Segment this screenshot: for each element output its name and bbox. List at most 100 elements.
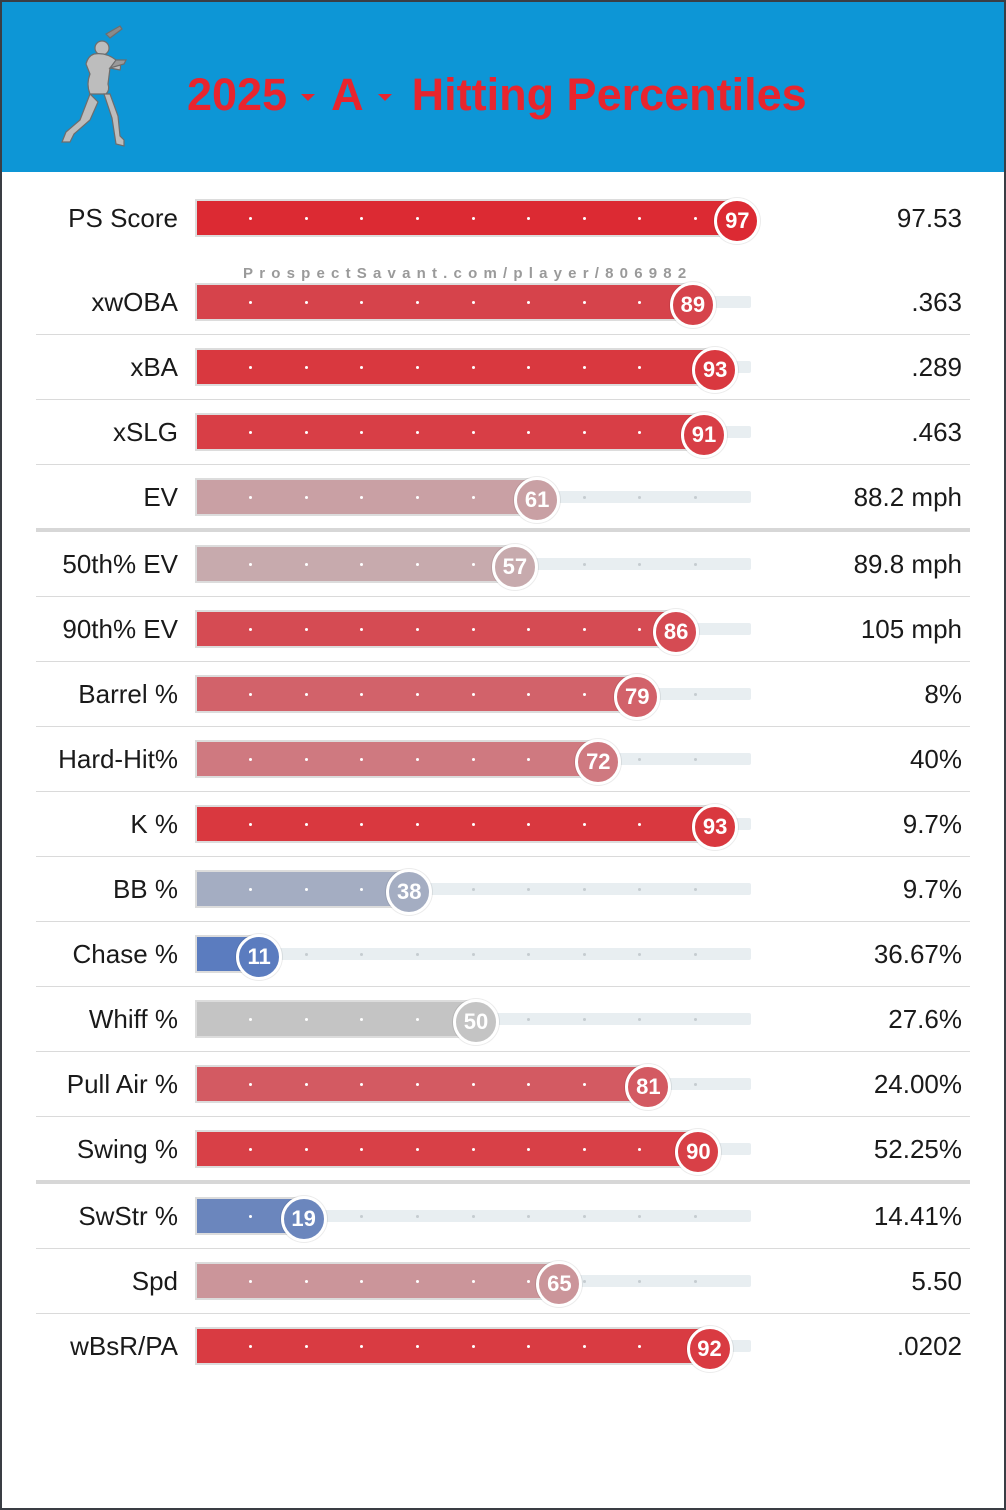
percentile-badge: 79 bbox=[614, 674, 661, 720]
tick-dot bbox=[304, 953, 308, 956]
percentile-row: Barrel % 79 8% bbox=[2, 662, 1004, 727]
title-text: Hitting Percentiles bbox=[411, 69, 807, 120]
bar-ticks bbox=[195, 1280, 751, 1283]
tick-dot bbox=[415, 1083, 419, 1086]
row-divider bbox=[36, 596, 970, 597]
metric-value: 97.53 bbox=[896, 203, 962, 233]
metric-label: BB % bbox=[112, 874, 178, 904]
row-divider bbox=[36, 1248, 970, 1249]
tick-dot bbox=[582, 1148, 586, 1151]
tick-dot bbox=[415, 1215, 419, 1218]
tick-dot bbox=[471, 628, 475, 631]
row-divider bbox=[36, 791, 970, 792]
tick-dot bbox=[582, 496, 586, 499]
tick-dot bbox=[304, 1083, 308, 1086]
tick-dot bbox=[249, 1018, 253, 1021]
metric-label: PS Score bbox=[68, 203, 178, 233]
tick-dot bbox=[582, 953, 586, 956]
metric-value: .0202 bbox=[896, 1331, 962, 1361]
tick-dot bbox=[693, 758, 697, 761]
tick-dot bbox=[304, 1345, 308, 1348]
bar-ticks bbox=[195, 366, 751, 369]
row-divider bbox=[36, 856, 970, 857]
metric-value: 27.6% bbox=[888, 1004, 962, 1034]
metric-value: 14.41% bbox=[873, 1201, 962, 1231]
tick-dot bbox=[360, 366, 364, 369]
tick-dot bbox=[471, 1345, 475, 1348]
percentile-bar bbox=[195, 1000, 473, 1038]
percentile-badge: 11 bbox=[236, 934, 283, 980]
tick-dot bbox=[638, 1345, 642, 1348]
level-caret-icon[interactable] bbox=[377, 93, 392, 101]
tick-dot bbox=[304, 301, 308, 304]
tick-dot bbox=[360, 1280, 364, 1283]
tick-dot bbox=[471, 217, 475, 220]
tick-dot bbox=[249, 496, 253, 499]
tick-dot bbox=[527, 1148, 531, 1151]
tick-dot bbox=[415, 217, 419, 220]
metric-value: 40% bbox=[909, 744, 962, 774]
batter-silhouette-icon bbox=[61, 25, 127, 147]
percentile-badge: 93 bbox=[692, 347, 739, 393]
tick-dot bbox=[693, 496, 697, 499]
metric-value: 52.25% bbox=[873, 1134, 962, 1164]
tick-dot bbox=[527, 366, 531, 369]
tick-dot bbox=[249, 693, 253, 696]
tick-dot bbox=[304, 496, 308, 499]
percentile-badge: 92 bbox=[686, 1326, 733, 1372]
tick-dot bbox=[360, 431, 364, 434]
row-divider bbox=[36, 528, 970, 532]
tick-dot bbox=[415, 431, 419, 434]
tick-dot bbox=[360, 1148, 364, 1151]
tick-dot bbox=[304, 366, 308, 369]
metric-value: 9.7% bbox=[902, 874, 962, 904]
metric-value: 8% bbox=[924, 679, 962, 709]
tick-dot bbox=[415, 1148, 419, 1151]
row-divider bbox=[36, 399, 970, 400]
tick-dot bbox=[527, 1018, 531, 1021]
bar-ticks bbox=[195, 563, 751, 566]
tick-dot bbox=[693, 217, 697, 220]
bar-ticks bbox=[195, 431, 751, 434]
tick-dot bbox=[638, 1148, 642, 1151]
metric-value: 9.7% bbox=[902, 809, 962, 839]
tick-dot bbox=[638, 217, 642, 220]
percentile-bar bbox=[195, 545, 512, 583]
percentile-badge: 97 bbox=[714, 198, 761, 244]
year-caret-icon[interactable] bbox=[301, 93, 316, 101]
bar-ticks bbox=[195, 496, 751, 499]
tick-dot bbox=[415, 1280, 419, 1283]
tick-dot bbox=[471, 1280, 475, 1283]
tick-dot bbox=[360, 693, 364, 696]
tick-dot bbox=[360, 1083, 364, 1086]
year-select[interactable]: 2025 bbox=[187, 69, 288, 120]
tick-dot bbox=[249, 563, 253, 566]
row-divider bbox=[36, 726, 970, 727]
metric-value: 105 mph bbox=[860, 614, 962, 644]
metric-value: .463 bbox=[911, 417, 962, 447]
percentile-badge: 38 bbox=[386, 869, 433, 915]
tick-dot bbox=[415, 301, 419, 304]
level-select[interactable]: A bbox=[331, 69, 364, 120]
tick-dot bbox=[693, 1280, 697, 1283]
row-divider bbox=[36, 921, 970, 922]
percentile-row: xBA 93 .289 bbox=[2, 335, 1004, 400]
tick-dot bbox=[582, 1280, 586, 1283]
metric-label: SwStr % bbox=[78, 1201, 178, 1231]
tick-dot bbox=[527, 1083, 531, 1086]
tick-dot bbox=[249, 888, 253, 891]
tick-dot bbox=[249, 1345, 253, 1348]
percentile-row: wBsR/PA 92 .0202 bbox=[2, 1314, 1004, 1379]
percentile-bar bbox=[195, 675, 635, 713]
tick-dot bbox=[471, 366, 475, 369]
tick-dot bbox=[360, 1215, 364, 1218]
metric-label: 50th% EV bbox=[62, 549, 178, 579]
metric-label: 90th% EV bbox=[62, 614, 178, 644]
tick-dot bbox=[582, 217, 586, 220]
metric-label: Spd bbox=[131, 1266, 178, 1296]
row-divider bbox=[36, 464, 970, 465]
percentile-bar bbox=[195, 348, 713, 386]
bar-ticks bbox=[195, 1215, 751, 1218]
tick-dot bbox=[582, 693, 586, 696]
tick-dot bbox=[527, 1215, 531, 1218]
